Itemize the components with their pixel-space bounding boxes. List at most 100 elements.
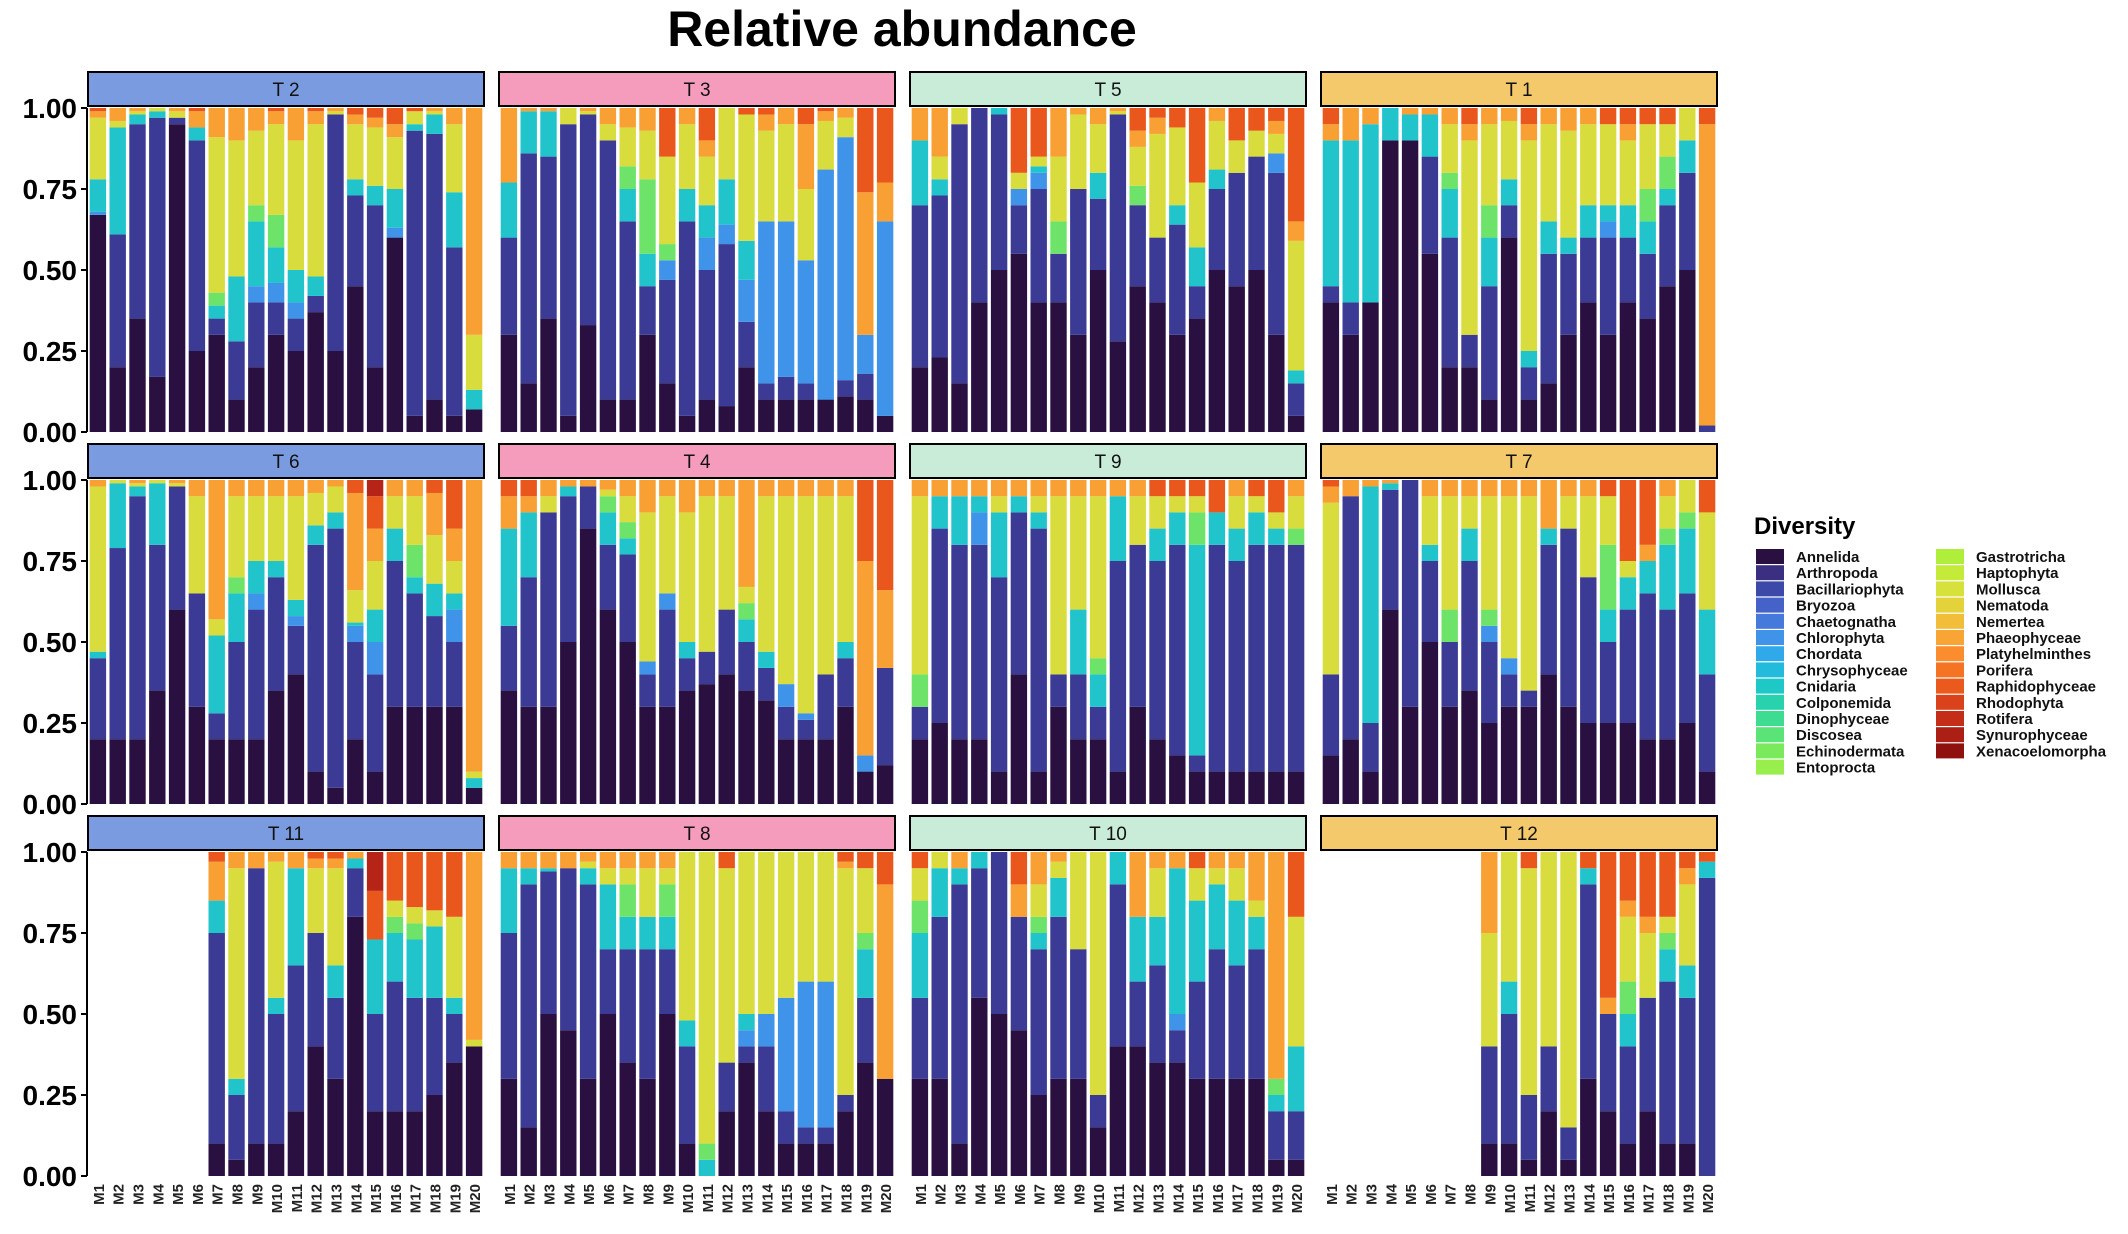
bar-segment xyxy=(1441,237,1458,368)
bar-segment xyxy=(1461,108,1478,125)
bar-segment xyxy=(406,997,423,1112)
bar-segment xyxy=(1619,900,1637,917)
bar-segment xyxy=(307,492,324,526)
bar-segment xyxy=(1599,334,1617,432)
bar-segment xyxy=(465,1039,483,1047)
bar-segment xyxy=(366,205,384,368)
bar-segment xyxy=(777,1143,795,1176)
bar-segment xyxy=(287,674,305,804)
bar-segment xyxy=(876,108,894,183)
bar-segment xyxy=(1401,114,1419,141)
bar-segment xyxy=(777,399,795,432)
bar-segment xyxy=(1208,169,1226,189)
x-tick-label: M9 xyxy=(660,1184,677,1205)
bar-segment xyxy=(366,528,384,561)
bar-segment xyxy=(990,108,1008,115)
bar-segment xyxy=(1619,108,1637,125)
bar-segment xyxy=(1421,496,1439,545)
bar-segment xyxy=(758,700,775,804)
bar-segment xyxy=(1208,108,1226,121)
bar-segment xyxy=(1268,480,1285,513)
bar-segment xyxy=(911,997,929,1079)
x-tick-label: M9 xyxy=(249,1184,266,1205)
bar-segment xyxy=(1169,755,1186,804)
bar-segment xyxy=(1619,480,1637,561)
bar-segment xyxy=(971,544,988,740)
bar-segment xyxy=(1248,512,1265,545)
bar-segment xyxy=(168,117,186,125)
bar-segment xyxy=(386,1111,404,1176)
bar-segment xyxy=(446,528,463,561)
bar-segment xyxy=(366,127,384,186)
bar-segment xyxy=(208,852,225,862)
bar-segment xyxy=(1287,480,1305,497)
bar-segment xyxy=(109,548,126,740)
bar-segment xyxy=(1070,108,1087,115)
bar-segment xyxy=(1129,496,1146,545)
bar-segment xyxy=(1010,916,1028,1031)
bar-segment xyxy=(1109,884,1127,1047)
facet-label: T 5 xyxy=(1094,80,1121,101)
bar-segment xyxy=(267,577,285,691)
bar-segment xyxy=(208,334,225,432)
bar-segment xyxy=(718,609,735,675)
bar-segment xyxy=(837,108,854,118)
bar-segment xyxy=(797,1143,815,1176)
bar-segment xyxy=(465,778,483,788)
bar-segment xyxy=(1010,674,1028,804)
bar-segment xyxy=(366,561,384,610)
bar-segment xyxy=(500,528,518,626)
bar-segment xyxy=(406,124,423,131)
bar-segment xyxy=(1149,528,1166,561)
x-tick-label: M19 xyxy=(858,1184,875,1213)
bar-segment xyxy=(500,480,518,497)
y-tick-label: 1.00 xyxy=(23,837,78,868)
bar-segment xyxy=(817,111,834,121)
legend-swatch xyxy=(1756,727,1784,743)
bar-segment xyxy=(1481,237,1498,287)
bar-segment xyxy=(406,923,423,940)
bar-segment xyxy=(619,868,636,885)
bar-segment xyxy=(1228,286,1245,432)
bar-segment xyxy=(911,367,929,432)
bar-segment xyxy=(857,399,874,432)
bar-segment xyxy=(267,561,285,578)
facet-label: T 3 xyxy=(683,80,710,101)
bar-segment xyxy=(1481,286,1498,400)
bar-segment xyxy=(738,240,755,280)
bar-segment xyxy=(1322,502,1340,675)
bar-segment xyxy=(1089,1095,1107,1128)
bar-segment xyxy=(1679,528,1696,594)
bar-segment xyxy=(718,868,735,1063)
bar-segment xyxy=(267,108,285,112)
bar-segment xyxy=(1169,334,1186,432)
y-tick-label: 0.50 xyxy=(23,627,78,658)
bar-segment xyxy=(540,480,557,497)
legend-label: Platyhelminthes xyxy=(1976,646,2091,663)
bar-segment xyxy=(619,949,636,1063)
bar-segment xyxy=(777,739,795,804)
bar-segment xyxy=(817,120,834,170)
bar-segment xyxy=(1461,367,1478,432)
bar-segment xyxy=(698,140,716,157)
bar-segment xyxy=(1322,674,1340,756)
bar-segment xyxy=(1322,124,1340,141)
bar-segment xyxy=(520,706,537,804)
legend-swatch xyxy=(1936,646,1964,662)
bar-segment xyxy=(1149,108,1166,118)
bar-segment xyxy=(1500,120,1518,180)
bar-segment xyxy=(1659,496,1676,529)
bar-segment xyxy=(718,224,735,245)
bar-segment xyxy=(1129,146,1146,186)
bar-segment xyxy=(619,538,636,555)
bar-segment xyxy=(1268,528,1285,545)
bar-segment xyxy=(1500,237,1518,432)
bar-segment xyxy=(837,1111,854,1176)
bar-segment xyxy=(876,182,894,222)
bar-segment xyxy=(1481,933,1498,1047)
x-tick-label: M10 xyxy=(680,1184,697,1213)
bar-segment xyxy=(1030,166,1047,173)
legend-label: Chordata xyxy=(1796,646,1862,663)
bar-segment xyxy=(327,858,344,869)
bar-segment xyxy=(1010,496,1028,513)
